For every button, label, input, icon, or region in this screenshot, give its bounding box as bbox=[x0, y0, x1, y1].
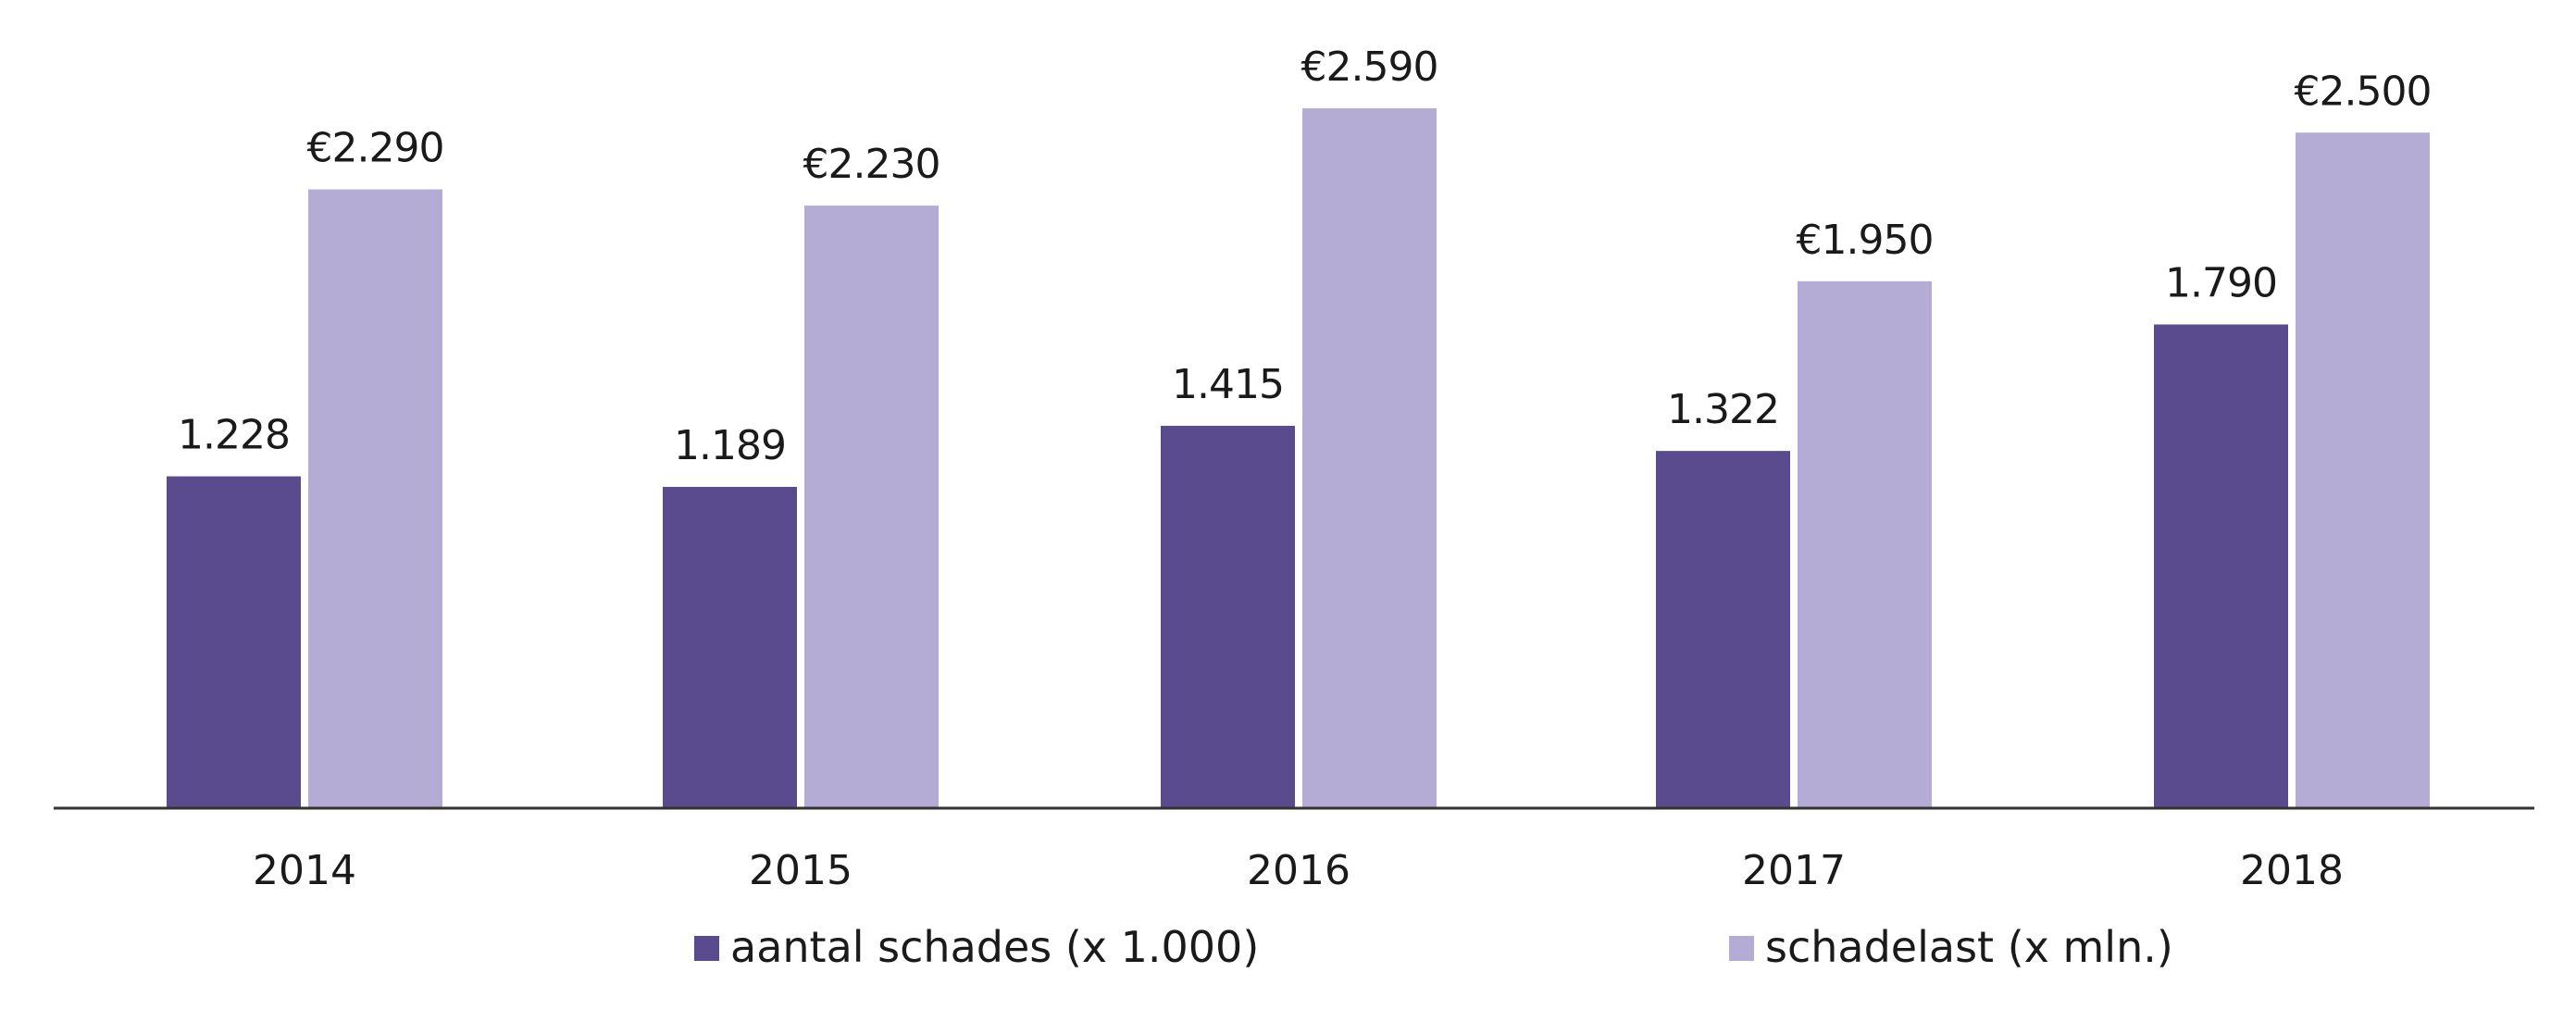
bar-schadelast-2016 bbox=[1302, 108, 1437, 808]
legend: aantal schades (x 1.000) schadelast (x ml… bbox=[694, 922, 2173, 972]
legend-label-aantal-schades: aantal schades (x 1.000) bbox=[730, 922, 1259, 972]
bar-schadelast-2015 bbox=[804, 206, 939, 809]
bar-aantal-schades-2015 bbox=[663, 486, 797, 808]
legend-swatch-schadelast bbox=[1729, 936, 1754, 961]
data-label-schadelast-2015: €2.230 bbox=[803, 141, 940, 188]
data-label-schadelast-2016: €2.590 bbox=[1301, 44, 1438, 91]
bar-aantal-schades-2018 bbox=[2154, 324, 2288, 808]
data-label-schadelast-2018: €2.500 bbox=[2295, 68, 2432, 115]
bar-aantal-schades-2014 bbox=[167, 476, 301, 808]
data-label-aantal-schades-2017: 1.322 bbox=[1667, 386, 1779, 433]
bar-aantal-schades-2017 bbox=[1656, 451, 1790, 808]
x-tick-label-2015: 2015 bbox=[749, 847, 852, 894]
bars-group bbox=[167, 108, 2430, 809]
x-tick-label-2017: 2017 bbox=[1742, 847, 1846, 894]
data-label-aantal-schades-2016: 1.415 bbox=[1172, 361, 1284, 408]
data-label-aantal-schades-2014: 1.228 bbox=[178, 412, 290, 459]
bar-schadelast-2018 bbox=[2296, 132, 2430, 808]
x-tick-labels-group: 2014 2015 2016 2017 2018 bbox=[253, 847, 2344, 894]
data-label-schadelast-2014: €2.290 bbox=[307, 125, 444, 172]
data-label-aantal-schades-2018: 1.790 bbox=[2165, 260, 2277, 307]
data-label-schadelast-2017: €1.950 bbox=[1797, 217, 1934, 264]
x-tick-label-2016: 2016 bbox=[1247, 847, 1350, 894]
x-tick-label-2014: 2014 bbox=[253, 847, 356, 894]
data-label-aantal-schades-2015: 1.189 bbox=[674, 422, 786, 469]
x-tick-label-2018: 2018 bbox=[2240, 847, 2344, 894]
legend-swatch-aantal-schades bbox=[694, 936, 719, 961]
bar-aantal-schades-2016 bbox=[1161, 425, 1295, 808]
bar-schadelast-2014 bbox=[308, 189, 442, 808]
legend-label-schadelast: schadelast (x mln.) bbox=[1765, 922, 2173, 972]
data-labels-group: 1.228 €2.290 1.189 €2.230 1.415 €2.590 1.322 €1… bbox=[178, 44, 2432, 469]
bar-schadelast-2017 bbox=[1798, 280, 1932, 809]
